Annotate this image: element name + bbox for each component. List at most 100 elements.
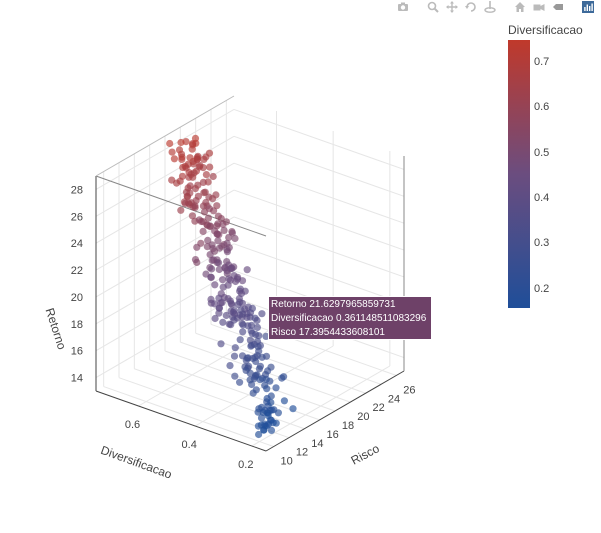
data-point[interactable] [222, 311, 230, 320]
data-point[interactable] [246, 376, 254, 384]
data-point[interactable] [239, 328, 247, 336]
data-point[interactable] [249, 389, 257, 397]
data-point[interactable] [202, 153, 210, 161]
data-point[interactable] [182, 164, 190, 172]
data-point[interactable] [272, 384, 280, 392]
data-point[interactable] [262, 332, 270, 340]
data-point[interactable] [255, 332, 263, 340]
data-point[interactable] [246, 369, 254, 377]
data-point[interactable] [236, 336, 244, 344]
data-point[interactable] [224, 281, 232, 289]
hover-icon[interactable] [551, 0, 565, 14]
data-point[interactable] [182, 138, 190, 146]
data-point[interactable] [215, 259, 223, 267]
data-point[interactable] [217, 340, 225, 348]
data-point[interactable] [230, 352, 239, 360]
data-point[interactable] [244, 354, 252, 362]
data-point[interactable] [208, 265, 216, 273]
data-point[interactable] [262, 375, 270, 383]
home-icon[interactable] [513, 0, 527, 14]
data-point[interactable] [166, 139, 174, 148]
data-point[interactable] [230, 307, 238, 315]
data-point[interactable] [280, 397, 288, 405]
data-point[interactable] [219, 220, 227, 228]
data-point[interactable] [236, 378, 244, 386]
data-point[interactable] [239, 321, 247, 329]
data-point[interactable] [225, 275, 233, 283]
data-point[interactable] [234, 301, 242, 309]
data-point[interactable] [255, 365, 263, 373]
data-point[interactable] [223, 248, 231, 256]
data-point[interactable] [289, 405, 297, 413]
data-point[interactable] [267, 398, 275, 406]
data-point[interactable] [258, 353, 266, 361]
data-point[interactable] [211, 281, 219, 289]
data-point[interactable] [252, 357, 260, 366]
data-point[interactable] [220, 226, 228, 234]
data-point[interactable] [200, 189, 208, 197]
data-point[interactable] [228, 229, 236, 237]
data-point[interactable] [209, 172, 217, 181]
data-point[interactable] [170, 155, 178, 163]
data-point[interactable] [186, 182, 194, 190]
data-point[interactable] [191, 256, 200, 264]
data-point[interactable] [219, 276, 227, 284]
data-point[interactable] [204, 214, 212, 222]
data-point[interactable] [236, 285, 244, 293]
data-point[interactable] [187, 170, 195, 178]
data-point[interactable] [207, 273, 215, 281]
data-point[interactable] [199, 178, 207, 186]
data-point[interactable] [215, 265, 223, 274]
data-point[interactable] [206, 251, 214, 259]
orbit-icon[interactable] [464, 0, 478, 14]
data-point[interactable] [274, 409, 282, 417]
data-point[interactable] [247, 342, 255, 350]
data-point[interactable] [196, 161, 204, 169]
data-point[interactable] [231, 372, 239, 380]
data-point[interactable] [199, 227, 207, 235]
data-point[interactable] [230, 316, 238, 324]
data-point[interactable] [211, 314, 219, 323]
data-point[interactable] [189, 141, 197, 149]
data-point[interactable] [228, 301, 236, 309]
data-point[interactable] [204, 236, 212, 244]
data-point[interactable] [188, 212, 196, 220]
data-point[interactable] [212, 191, 220, 199]
data-point[interactable] [193, 243, 201, 251]
data-point[interactable] [209, 245, 217, 253]
data-point[interactable] [264, 367, 272, 375]
zoom-icon[interactable] [426, 0, 440, 14]
data-point[interactable] [168, 148, 176, 156]
camera-icon[interactable] [396, 0, 410, 14]
data-point[interactable] [191, 204, 199, 212]
data-point[interactable] [256, 376, 264, 384]
data-point[interactable] [263, 385, 271, 393]
data-point[interactable] [218, 242, 226, 250]
data-point[interactable] [205, 193, 213, 201]
data-point[interactable] [206, 163, 214, 171]
data-point[interactable] [215, 309, 223, 317]
data-point[interactable] [253, 323, 261, 331]
data-point[interactable] [226, 362, 234, 370]
data-point[interactable] [255, 347, 263, 355]
data-point[interactable] [267, 426, 276, 434]
data-point[interactable] [228, 264, 236, 272]
data-point[interactable] [213, 230, 221, 238]
pan-icon[interactable] [445, 0, 459, 14]
data-point[interactable] [231, 344, 239, 352]
data-point[interactable] [206, 222, 214, 230]
data-point[interactable] [177, 150, 186, 158]
data-point[interactable] [260, 426, 268, 434]
data-point[interactable] [190, 160, 198, 168]
data-point[interactable] [231, 234, 239, 243]
turntable-icon[interactable] [483, 0, 497, 14]
data-point[interactable] [202, 171, 210, 179]
plotly-logo-icon[interactable] [581, 0, 595, 14]
data-point[interactable] [181, 199, 189, 208]
data-point[interactable] [211, 300, 219, 308]
data-point[interactable] [197, 217, 205, 226]
data-point[interactable] [257, 414, 266, 422]
data-point[interactable] [243, 266, 251, 274]
data-point[interactable] [258, 310, 266, 318]
